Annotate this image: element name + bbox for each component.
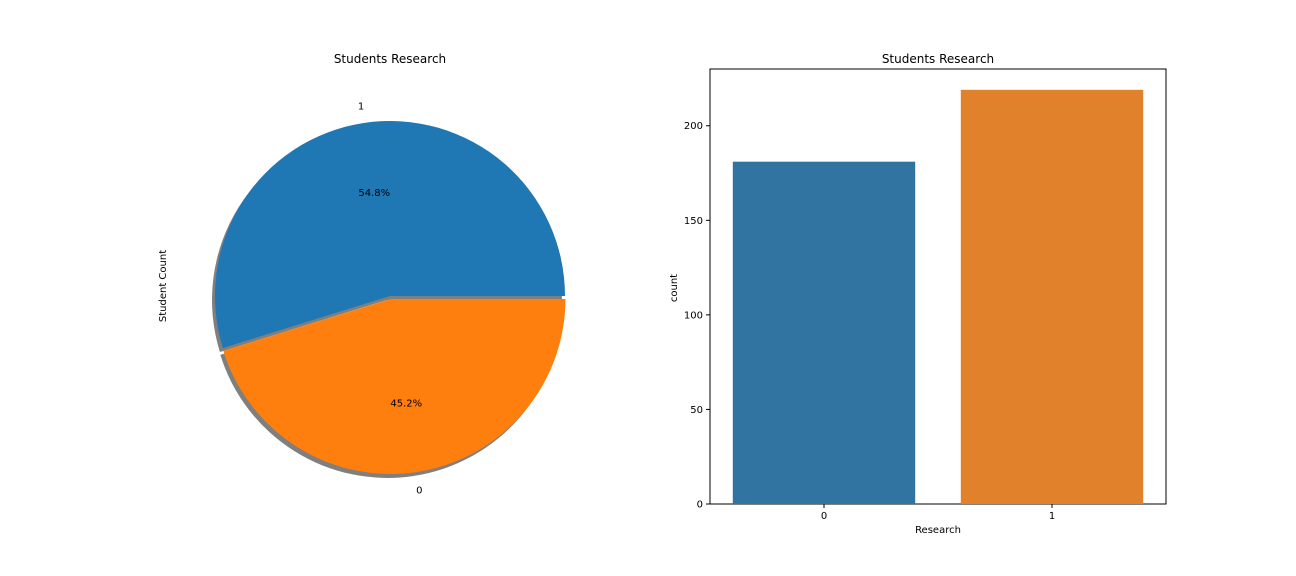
pie-slices: 54.8% 1 45.2% 0 (212, 102, 566, 496)
y-tick-label-0: 0 (697, 500, 703, 511)
bar-ylabel: count (669, 274, 680, 302)
bar-title: Students Research (882, 52, 994, 66)
y-tick-label-150: 150 (684, 216, 703, 227)
bar-1 (960, 89, 1144, 504)
pie-title: Students Research (334, 52, 446, 66)
y-tick-label-100: 100 (684, 310, 703, 321)
pie-chart: Students Research Student Count 54.8% 1 45… (158, 52, 566, 496)
bar-chart: Students Research count Research 0 50 100 1… (669, 52, 1167, 536)
bar-0 (732, 161, 916, 504)
pie-category-label-0: 0 (416, 485, 422, 496)
bar-xlabel: Research (915, 525, 961, 536)
pie-slice-1 (215, 120, 565, 348)
pie-slice-0 (223, 298, 566, 474)
pie-pct-label-0: 45.2% (390, 399, 422, 410)
x-tick-label-1: 1 (1049, 511, 1055, 522)
pie-pct-label-1: 54.8% (358, 188, 390, 199)
pie-ylabel: Student Count (158, 250, 169, 322)
x-tick-label-0: 0 (821, 511, 827, 522)
pie-category-label-1: 1 (358, 102, 364, 113)
y-tick-label-50: 50 (690, 405, 703, 416)
y-tick-label-200: 200 (684, 121, 703, 132)
bar-plot-frame (709, 68, 1167, 505)
bar-plot-area: 0 50 100 150 200 0 1 (684, 68, 1167, 522)
